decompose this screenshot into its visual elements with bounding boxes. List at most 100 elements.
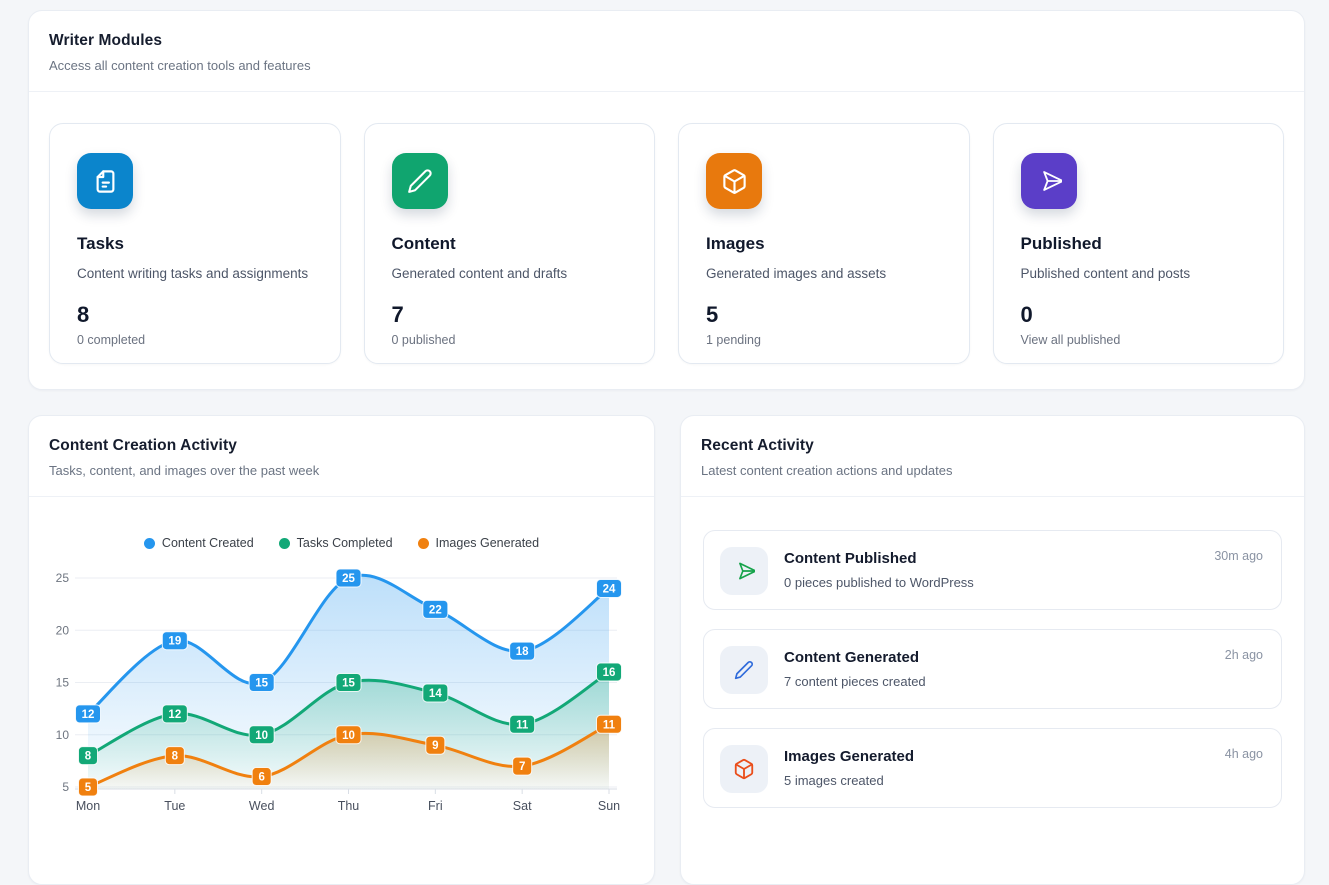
module-count: 5 xyxy=(706,301,719,327)
legend-label: Images Generated xyxy=(435,536,540,550)
svg-text:10: 10 xyxy=(56,728,70,742)
activity-item-images-generated: Images Generated 5 images created 4h ago xyxy=(703,728,1282,808)
module-title: Published xyxy=(1020,234,1102,253)
svg-text:18: 18 xyxy=(516,646,529,658)
svg-text:Tue: Tue xyxy=(164,799,185,813)
svg-text:Fri: Fri xyxy=(428,799,443,813)
svg-text:15: 15 xyxy=(255,678,268,690)
pencil-icon xyxy=(391,153,448,209)
module-count: 7 xyxy=(391,301,404,327)
activity-item-content-published: Content Published 0 pieces published to … xyxy=(703,530,1282,610)
module-card-content[interactable]: Content Generated content and drafts 7 0… xyxy=(363,123,655,364)
legend-dot-icon xyxy=(278,537,290,549)
svg-text:10: 10 xyxy=(255,730,268,742)
module-sub-label: 1 pending xyxy=(706,332,761,347)
module-card-published[interactable]: Published Published content and posts 0 … xyxy=(992,123,1284,364)
activity-description: 5 images created xyxy=(784,773,884,788)
svg-text:15: 15 xyxy=(342,678,355,690)
recent-activity-subtitle: Latest content creation actions and upda… xyxy=(701,463,953,478)
svg-text:12: 12 xyxy=(168,709,181,721)
module-description: Content writing tasks and assignments xyxy=(77,266,309,281)
activity-description: 7 content pieces created xyxy=(784,674,926,689)
svg-text:12: 12 xyxy=(82,709,95,721)
legend-label: Tasks Completed xyxy=(296,536,393,550)
writer-modules-panel: Writer Modules Access all content creati… xyxy=(28,10,1305,390)
module-title: Tasks xyxy=(77,234,124,253)
chart-title: Content Creation Activity xyxy=(49,437,237,454)
module-cards-row: Tasks Content writing tasks and assignme… xyxy=(29,92,1304,391)
svg-text:20: 20 xyxy=(56,623,70,637)
module-description: Generated images and assets xyxy=(706,266,887,281)
module-sub-label: View all published xyxy=(1020,332,1121,347)
svg-text:22: 22 xyxy=(429,604,442,616)
svg-text:Sat: Sat xyxy=(513,799,532,813)
module-sub-label: 0 published xyxy=(391,332,456,347)
svg-text:19: 19 xyxy=(168,636,181,648)
svg-text:16: 16 xyxy=(603,667,616,679)
svg-text:Mon: Mon xyxy=(76,799,100,813)
activity-description: 0 pieces published to WordPress xyxy=(784,575,974,590)
svg-text:5: 5 xyxy=(62,780,69,794)
legend-dot-icon xyxy=(417,537,429,549)
activity-timestamp: 4h ago xyxy=(1224,747,1263,761)
content-creation-activity-panel: Content Creation Activity Tasks, content… xyxy=(28,415,655,885)
module-count: 0 xyxy=(1020,301,1033,327)
chart-panel-header: Content Creation Activity Tasks, content… xyxy=(29,416,654,497)
module-count: 8 xyxy=(77,301,90,327)
file-icon xyxy=(77,153,133,209)
module-title: Content xyxy=(391,234,456,253)
legend-item-images-generated[interactable]: Images Generated xyxy=(417,536,540,550)
page-subtitle: Access all content creation tools and fe… xyxy=(49,58,311,73)
activity-title: Content Generated xyxy=(784,649,920,666)
svg-text:Thu: Thu xyxy=(338,799,360,813)
recent-activity-title: Recent Activity xyxy=(701,437,814,454)
svg-text:Sun: Sun xyxy=(598,799,620,813)
activity-text: Content Published 0 pieces published to … xyxy=(784,547,974,590)
svg-text:25: 25 xyxy=(342,573,355,585)
activity-title: Images Generated xyxy=(784,748,915,765)
send-icon xyxy=(720,547,768,595)
svg-text:6: 6 xyxy=(258,772,264,784)
svg-text:7: 7 xyxy=(519,761,525,773)
activity-title: Content Published xyxy=(784,550,917,567)
activity-timestamp: 2h ago xyxy=(1224,648,1263,662)
legend-label: Content Created xyxy=(161,536,254,550)
writer-modules-header: Writer Modules Access all content creati… xyxy=(29,11,1304,92)
module-sub-label: 0 completed xyxy=(77,332,146,347)
cube-icon xyxy=(720,745,768,793)
legend-item-tasks-completed[interactable]: Tasks Completed xyxy=(278,536,393,550)
page-title: Writer Modules xyxy=(49,32,163,49)
activity-text: Content Generated 7 content pieces creat… xyxy=(784,646,926,689)
legend-item-content-created[interactable]: Content Created xyxy=(143,536,254,550)
module-description: Generated content and drafts xyxy=(391,266,568,281)
module-card-tasks[interactable]: Tasks Content writing tasks and assignme… xyxy=(49,123,341,364)
svg-text:Wed: Wed xyxy=(249,799,275,813)
activity-line-chart: 5 10 15 20 25 Mon Tue Wed Thu Fri Sat Sun 12 19 15 25 22… xyxy=(56,568,622,813)
activity-item-content-generated: Content Generated 7 content pieces creat… xyxy=(703,629,1282,709)
send-icon xyxy=(1020,153,1077,209)
svg-text:15: 15 xyxy=(56,676,70,690)
activity-text: Images Generated 5 images created xyxy=(784,745,914,788)
pencil-icon xyxy=(720,646,768,694)
recent-activity-panel: Recent Activity Latest content creation … xyxy=(680,415,1305,885)
svg-text:11: 11 xyxy=(603,719,616,731)
cube-icon xyxy=(706,153,762,209)
svg-text:24: 24 xyxy=(603,583,616,595)
chart-legend: Content Created Tasks Completed Images G… xyxy=(29,536,654,550)
svg-text:10: 10 xyxy=(342,730,355,742)
module-title: Images xyxy=(706,234,765,253)
svg-text:11: 11 xyxy=(516,719,529,731)
activity-timestamp: 30m ago xyxy=(1214,549,1263,563)
svg-text:9: 9 xyxy=(432,740,438,752)
svg-text:25: 25 xyxy=(56,571,70,585)
activity-list: Content Published 0 pieces published to … xyxy=(681,497,1304,841)
legend-dot-icon xyxy=(143,537,155,549)
svg-text:8: 8 xyxy=(85,751,92,763)
svg-text:5: 5 xyxy=(85,782,92,794)
module-card-images[interactable]: Images Generated images and assets 5 1 p… xyxy=(678,123,970,364)
svg-text:8: 8 xyxy=(172,751,179,763)
svg-text:14: 14 xyxy=(429,688,442,700)
recent-activity-header: Recent Activity Latest content creation … xyxy=(681,416,1304,497)
chart-subtitle: Tasks, content, and images over the past… xyxy=(49,463,320,478)
module-description: Published content and posts xyxy=(1020,266,1191,281)
